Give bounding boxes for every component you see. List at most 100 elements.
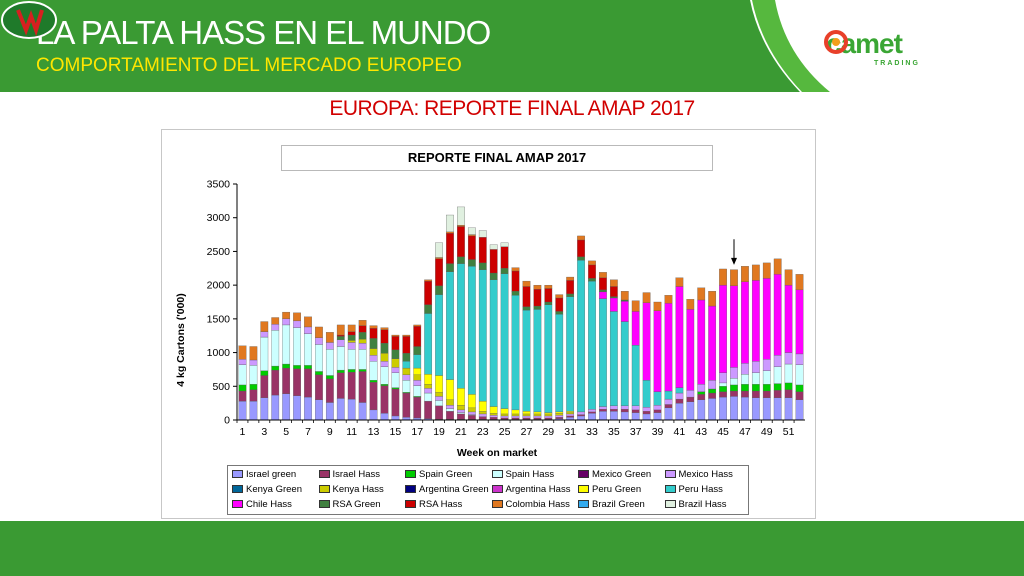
bar-segment <box>336 334 345 337</box>
bar-segment <box>435 400 443 406</box>
bar-segment <box>741 363 749 375</box>
camet-logo: camet TRADING <box>822 28 946 72</box>
bar-segment <box>631 300 640 312</box>
bar-segment <box>544 284 553 289</box>
bar-segment <box>347 349 356 370</box>
bar-segment <box>500 408 509 415</box>
bar-segment <box>446 411 454 420</box>
bar-segment <box>489 272 498 280</box>
bar-segment <box>697 399 706 421</box>
legend-label: Spain Hass <box>505 469 555 480</box>
bar-segment <box>533 289 542 307</box>
bar-segment <box>675 277 684 287</box>
bar-segment <box>325 342 334 350</box>
bar-segment <box>435 257 443 260</box>
bar-segment <box>511 291 520 296</box>
x-tick-label: 27 <box>521 426 533 438</box>
legend-swatch <box>318 485 330 494</box>
westfalia-logo <box>1 1 57 39</box>
bar-segment <box>522 413 531 417</box>
annotation-arrow-icon <box>731 239 737 265</box>
bar-segment <box>336 324 345 336</box>
bar-segment <box>369 361 378 381</box>
bar-segment <box>467 235 476 260</box>
bar-segment <box>609 296 618 299</box>
x-tick-label: 15 <box>390 426 402 438</box>
bar-segment <box>435 258 443 286</box>
bar-segment <box>795 289 804 355</box>
bar-segment <box>555 415 564 418</box>
bar-segment <box>795 399 804 421</box>
legend-item: Spain Green <box>405 469 472 483</box>
bar-segment <box>500 246 509 269</box>
bar-segment <box>741 390 749 398</box>
bar-segment <box>358 402 367 421</box>
bar-segment <box>620 409 629 413</box>
bar-segment <box>424 388 433 394</box>
bar-segment <box>631 405 640 411</box>
bar-segment <box>467 266 476 395</box>
legend-swatch <box>318 470 330 479</box>
bar-segment <box>413 385 422 397</box>
bar-segment <box>555 313 564 413</box>
bar-segment <box>446 263 454 272</box>
bar-segment <box>609 409 618 412</box>
bar-segment <box>708 388 717 394</box>
legend-label: Mexico Green <box>592 469 652 480</box>
bar-segment <box>522 415 531 419</box>
bar-segment <box>467 227 476 235</box>
bar-segment <box>533 417 542 420</box>
bar-segment <box>511 417 520 420</box>
bar-segment <box>424 400 433 419</box>
bar-segment <box>347 369 356 373</box>
bar-segment <box>533 284 542 290</box>
bar-segment <box>653 310 662 392</box>
bar-segment <box>413 374 422 381</box>
bar-segment <box>467 407 476 413</box>
bar-segment <box>260 370 269 376</box>
bar-segment <box>719 268 727 286</box>
bar-segment <box>315 371 323 375</box>
bar-segment <box>457 409 465 413</box>
bar-segment <box>522 309 531 412</box>
bar-segment <box>620 299 629 302</box>
bar-segment <box>304 333 312 366</box>
bar-segment <box>762 278 771 360</box>
bar-segment <box>435 396 443 401</box>
bar-segment <box>686 396 695 402</box>
bar-segment <box>347 398 356 421</box>
bar-segment <box>653 301 662 311</box>
bar-segment <box>566 412 575 415</box>
bar-segment <box>751 372 760 385</box>
bar-segment <box>533 413 542 417</box>
bar-segment <box>347 371 356 400</box>
bar-segment <box>238 364 247 386</box>
bar-segment <box>467 259 476 267</box>
bar-segment <box>751 384 760 392</box>
bar-segment <box>741 384 749 392</box>
legend-swatch <box>232 500 243 509</box>
bar-segment <box>544 301 553 305</box>
bar-segment <box>533 411 542 415</box>
bar-segment <box>762 359 771 371</box>
bar-segment <box>391 358 400 368</box>
bar-segment <box>249 346 258 361</box>
bar-segment <box>511 270 520 292</box>
y-tick-label: 2500 <box>207 246 231 258</box>
legend-label: Peru Green <box>592 484 642 495</box>
bar-segment <box>664 407 673 421</box>
x-tick-label: 17 <box>411 426 423 438</box>
bar-segment <box>402 361 411 369</box>
legend-label: Spain Green <box>419 469 473 480</box>
bar-segment <box>620 411 629 421</box>
chart-legend: Israel green Israel Hass Spain Green Spain … <box>227 465 749 515</box>
legend-label: Kenya Green <box>246 484 302 495</box>
bar-segment <box>489 244 498 250</box>
legend-item: Chile Hass <box>232 499 292 513</box>
camet-logo-sub: TRADING <box>874 60 920 67</box>
legend-item: Mexico Hass <box>664 469 733 483</box>
x-tick-label: 23 <box>477 426 489 438</box>
bar-segment <box>795 364 804 386</box>
bar-segment <box>741 396 749 421</box>
bar-segment <box>249 359 258 366</box>
